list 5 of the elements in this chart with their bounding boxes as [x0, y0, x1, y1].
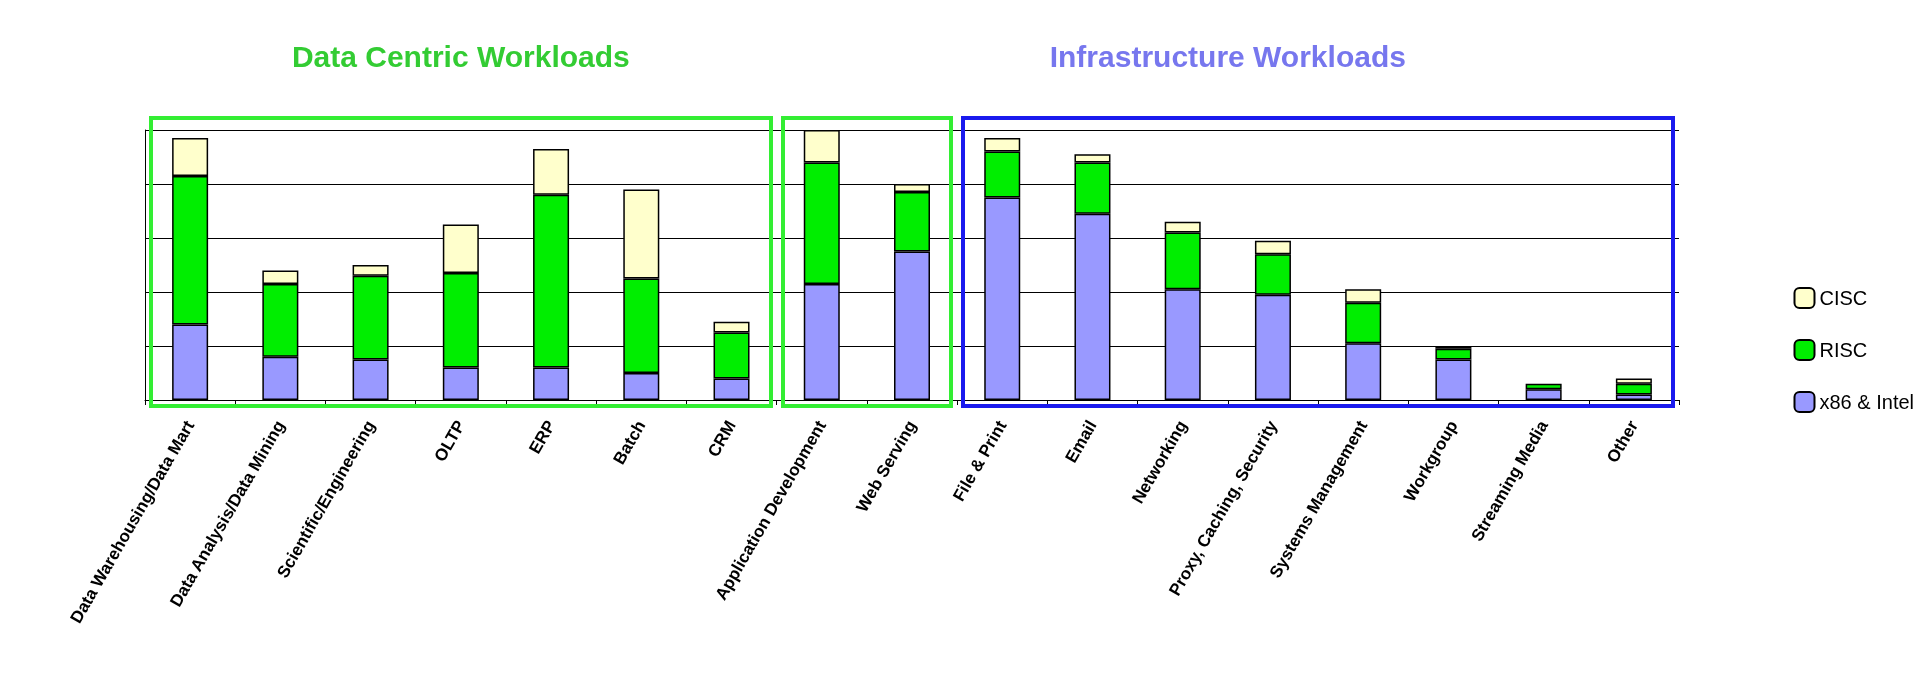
text: Data Centric Workloads [291, 40, 630, 74]
legend-label: x86 & Intel [1819, 391, 1915, 413]
text: Infrastructure Workloads [1049, 40, 1406, 74]
legend-label: CISC [1819, 287, 1868, 309]
legend-label: RISC [1819, 339, 1868, 361]
